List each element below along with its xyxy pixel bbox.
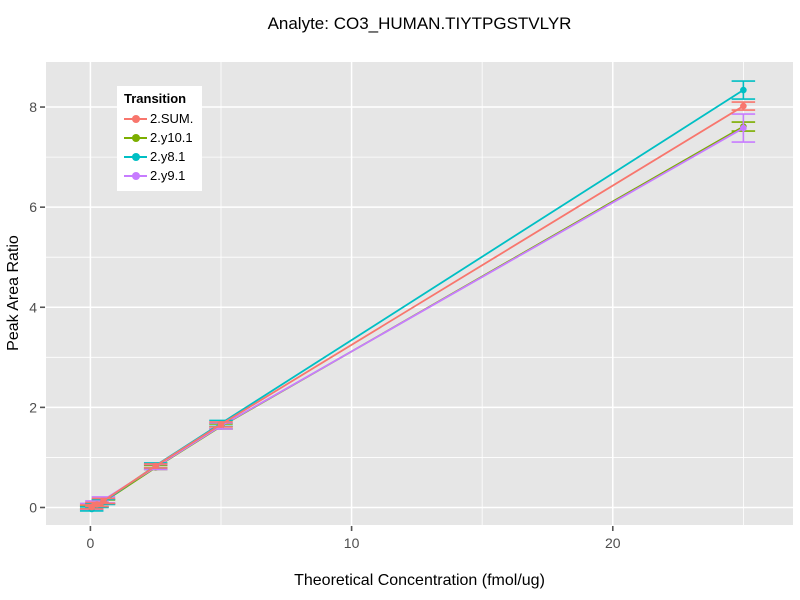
y-tick-label: 0 [29, 499, 37, 515]
data-point [93, 501, 101, 508]
legend-items: 2.SUM. 2.y10.1 2.y8.1 2.y9.1 [124, 109, 193, 185]
y-axis-title: Peak Area Ratio [5, 235, 22, 351]
legend: Transition 2.SUM. 2.y10.1 2.y8.1 2.y9.1 [117, 86, 203, 191]
legend-key-dot [131, 133, 140, 142]
y-tick-label: 6 [29, 199, 37, 215]
y-tick-label: 2 [29, 399, 37, 415]
data-point [100, 497, 107, 505]
x-axis-title: Theoretical Concentration (fmol/ug) [294, 572, 545, 589]
legend-key-icon [124, 169, 147, 183]
data-point [740, 124, 747, 132]
data-point [740, 102, 747, 110]
data-point [88, 503, 96, 511]
legend-item: 2.y8.1 [124, 147, 193, 166]
legend-item-label: 2.y8.1 [150, 149, 186, 164]
y-tick-label: 4 [29, 299, 37, 315]
x-tick-label: 0 [87, 535, 95, 551]
data-point [740, 86, 747, 94]
legend-item-label: 2.SUM. [150, 111, 194, 126]
x-tick-label: 10 [344, 535, 360, 551]
legend-item: 2.y10.1 [124, 128, 193, 147]
legend-item-label: 2.y9.1 [150, 168, 186, 183]
legend-item: 2.SUM. [124, 109, 193, 128]
data-point [152, 462, 159, 470]
legend-item-label: 2.y10.1 [150, 130, 193, 145]
data-point [217, 421, 225, 428]
legend-key-dot [131, 114, 140, 123]
x-tick-label: 20 [605, 535, 621, 551]
legend-key-icon [124, 112, 147, 126]
legend-title: Transition [124, 91, 187, 106]
legend-key-dot [131, 152, 140, 161]
y-tick-label: 8 [29, 99, 37, 115]
legend-key-icon [124, 131, 147, 145]
chart-title: Analyte: CO3_HUMAN.TIYTPGSTVLYR [267, 14, 572, 33]
legend-item: 2.y9.1 [124, 166, 193, 185]
legend-key-dot [131, 171, 140, 180]
legend-key-icon [124, 150, 147, 164]
